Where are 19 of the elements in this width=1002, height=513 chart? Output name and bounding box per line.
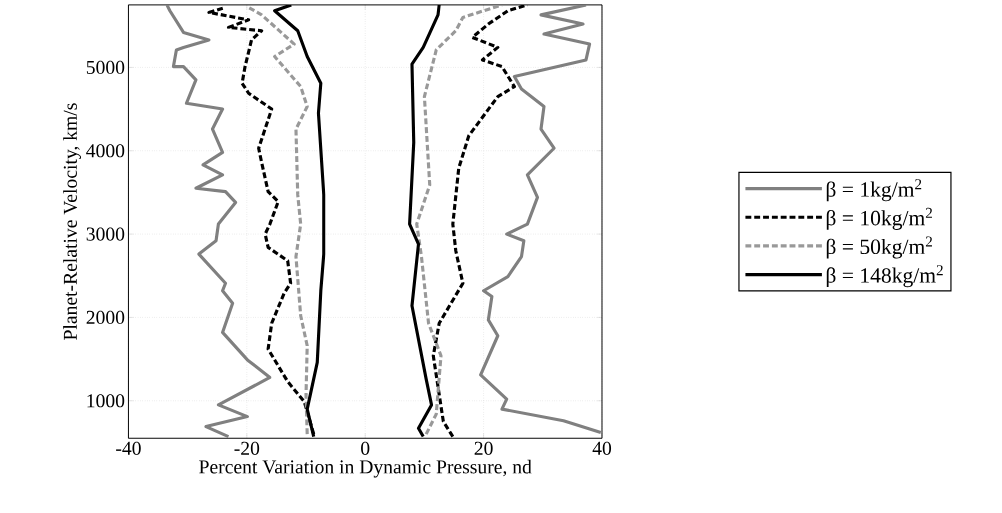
y-axis-title: Planet-Relative Velocity, km/s — [63, 103, 81, 341]
legend-label: β = 10kg/m$^{2}$ — [826, 207, 932, 230]
line-series — [247, 5, 309, 436]
legend-label: β = 50kg/m$^{2}$ — [826, 236, 932, 259]
x-tick-label: 20 — [474, 441, 493, 456]
line-series — [165, 5, 272, 439]
y-tick-label: 1000 — [87, 394, 125, 408]
y-tick-label: 4000 — [86, 144, 125, 158]
x-axis-title: Percent Variation in Dynamic Pressure, nd — [199, 459, 532, 478]
y-tick-label: 5000 — [86, 60, 125, 75]
legend-label: β = 1kg/m$^{2}$ — [826, 179, 922, 202]
x-tick-label: 40 — [592, 441, 612, 456]
line-series — [479, 5, 602, 435]
legend-label: β = 148kg/m$^{2}$ — [826, 265, 943, 288]
y-tick-label: 3000 — [86, 227, 125, 241]
y-tick-label: 2000 — [86, 310, 125, 325]
x-tick-label: -40 — [116, 441, 141, 456]
x-tick-label: -20 — [234, 441, 260, 456]
x-tick-label: 0 — [361, 441, 370, 456]
